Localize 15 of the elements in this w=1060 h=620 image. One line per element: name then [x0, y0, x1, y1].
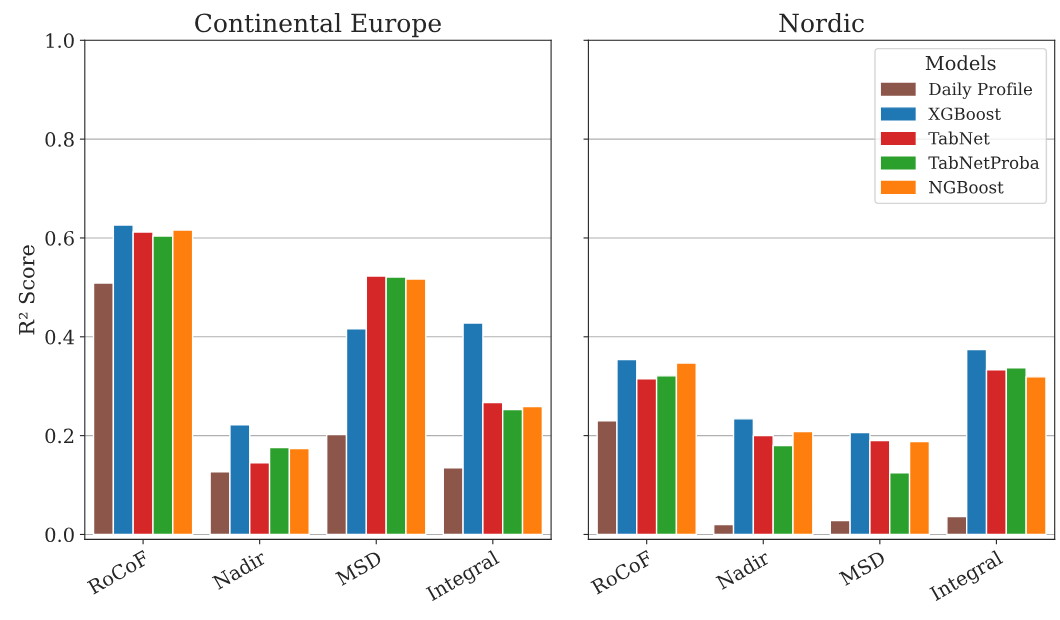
y-tick-label: 0.6: [45, 230, 74, 246]
legend-label: Daily Profile: [929, 82, 1033, 99]
legend-label: TabNetProba: [928, 156, 1040, 169]
legend-title: Models: [925, 55, 996, 71]
legend-label: XGBoost: [928, 107, 1001, 121]
y-tick-label: 1.0: [46, 33, 74, 48]
chart-title: Continental Europe: [195, 12, 441, 38]
y-tick-label: 0.2: [45, 428, 74, 444]
legend-label: TabNet: [928, 131, 990, 145]
y-tick-label: 0.8: [45, 132, 74, 147]
y-tick-label: 0.0: [45, 527, 74, 543]
y-tick-label: 0.4: [45, 329, 75, 345]
y-axis-title: R² Score: [18, 245, 35, 335]
legend-label: NGBoost: [929, 180, 1004, 194]
chart-title: Nordic: [779, 12, 864, 33]
